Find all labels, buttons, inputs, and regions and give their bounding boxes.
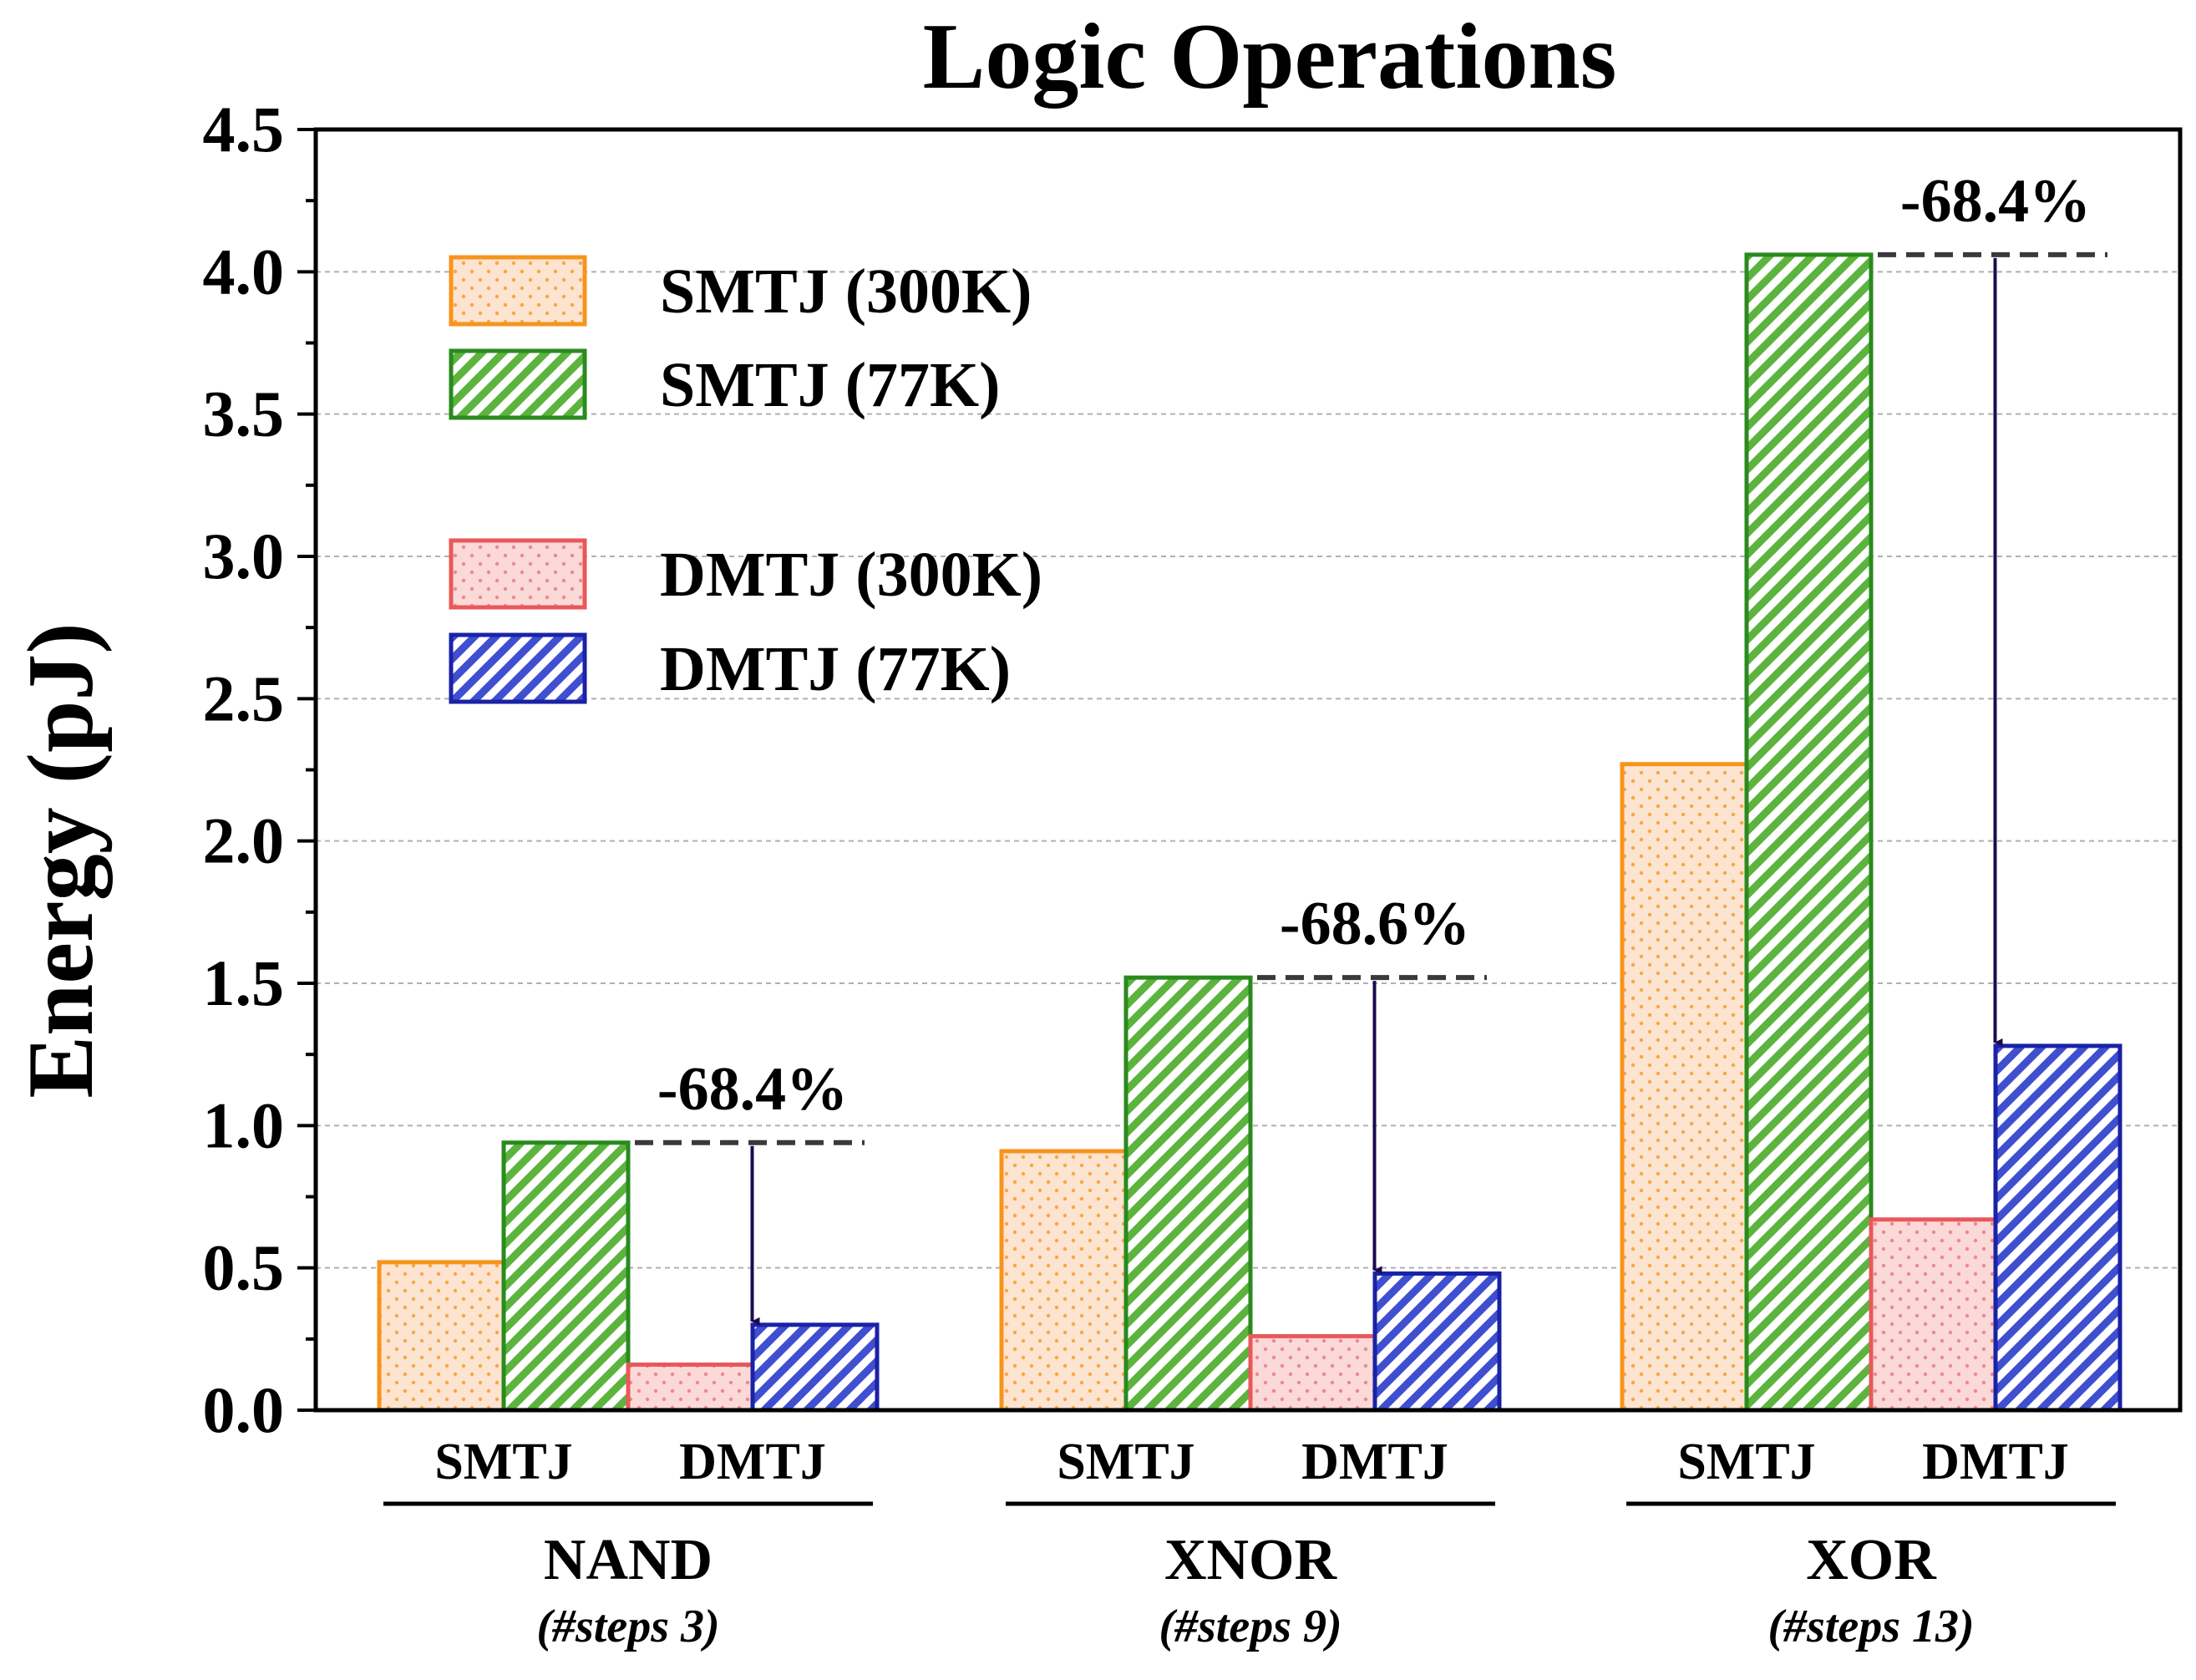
subgroup-label-dmtj: DMTJ bbox=[679, 1434, 826, 1490]
smtj-300k-bar-xor bbox=[1620, 762, 1749, 1413]
smtj-300k-bar-nand bbox=[377, 1260, 506, 1413]
y-tick-label: 1.0 bbox=[203, 1089, 285, 1161]
category-steps-note: (#steps 3) bbox=[536, 1601, 719, 1652]
y-tick-label: 3.5 bbox=[203, 378, 285, 450]
category-label: XOR bbox=[1806, 1528, 1937, 1592]
subgroup-label-smtj: SMTJ bbox=[1057, 1434, 1194, 1490]
category-steps-note: (#steps 9) bbox=[1159, 1601, 1341, 1652]
legend-swatch-smtj-300k bbox=[449, 255, 587, 327]
subgroup-label-smtj: SMTJ bbox=[434, 1434, 572, 1490]
reduction-annotations: -68.4% -68.6% -68.4% bbox=[635, 167, 2107, 1326]
smtj-77k-bar-xor bbox=[1744, 252, 1874, 1413]
category-label: XNOR bbox=[1164, 1528, 1338, 1592]
smtj-77k-bar-xnor bbox=[1123, 975, 1253, 1413]
subgroup-label-dmtj: DMTJ bbox=[1922, 1434, 2069, 1490]
category-label: NAND bbox=[544, 1528, 713, 1592]
x-axis-labels: SMTJ DMTJ NAND (#steps 3) SMTJ DMTJ XNOR (#step… bbox=[383, 1434, 2116, 1652]
smtj-300k-bar-xnor bbox=[999, 1149, 1128, 1413]
dmtj-77k-bar-xnor bbox=[1372, 1271, 1502, 1413]
axes: 0.0 0.5 1.0 1.5 2.0 2.5 3.0 3.5 4.0 4.5 bbox=[203, 93, 2183, 1446]
reduction-percentage: -68.6% bbox=[1280, 890, 1470, 958]
chart-title: Logic Operations bbox=[923, 5, 1617, 109]
y-axis-label: Energy (pJ) bbox=[9, 622, 113, 1098]
legend-label: SMTJ (77K) bbox=[660, 350, 1000, 420]
legend-swatch-dmtj-300k bbox=[449, 538, 587, 610]
plot-frame bbox=[313, 127, 2183, 1413]
legend: SMTJ (300K) SMTJ (77K) DMTJ (300K) DMTJ (77… bbox=[449, 255, 1042, 704]
y-tick-label: 0.5 bbox=[203, 1231, 285, 1304]
smtj-77k-bar-nand bbox=[501, 1140, 631, 1413]
category-steps-note: (#steps 13) bbox=[1767, 1601, 1974, 1652]
dmtj-77k-bar-xor bbox=[1993, 1043, 2122, 1413]
y-tick-label: 1.5 bbox=[203, 947, 285, 1019]
y-tick-label: 0.0 bbox=[203, 1373, 285, 1446]
y-tick-label: 2.5 bbox=[203, 662, 285, 734]
subgroup-label-smtj: SMTJ bbox=[1677, 1434, 1815, 1490]
legend-swatch-dmtj-77k bbox=[449, 632, 587, 704]
dmtj-77k-bar-nand bbox=[750, 1322, 880, 1413]
legend-label: DMTJ (77K) bbox=[660, 634, 1011, 704]
bars bbox=[377, 252, 2122, 1413]
dmtj-300k-bar-nand bbox=[626, 1362, 755, 1413]
reduction-percentage: -68.4% bbox=[1900, 167, 2091, 236]
dmtj-300k-bar-xor bbox=[1869, 1217, 1998, 1413]
y-tick-label: 4.5 bbox=[203, 93, 285, 165]
y-tick-label: 4.0 bbox=[203, 235, 285, 307]
y-tick-label: 3.0 bbox=[203, 520, 285, 592]
dmtj-300k-bar-xnor bbox=[1248, 1333, 1377, 1413]
legend-swatch-smtj-77k bbox=[449, 348, 587, 420]
subgroup-label-dmtj: DMTJ bbox=[1301, 1434, 1448, 1490]
legend-label: SMTJ (300K) bbox=[660, 256, 1032, 327]
y-tick-label: 2.0 bbox=[203, 804, 285, 877]
reduction-percentage: -68.4% bbox=[657, 1055, 848, 1124]
legend-label: DMTJ (300K) bbox=[660, 540, 1042, 610]
